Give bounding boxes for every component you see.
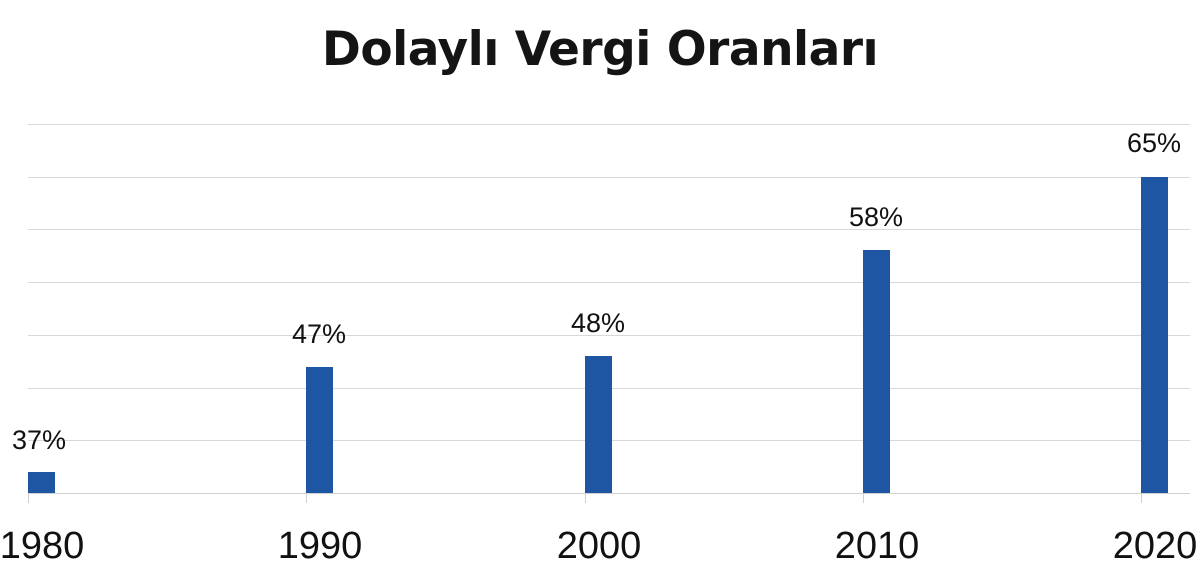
bar-2000 bbox=[585, 356, 612, 493]
gridline bbox=[28, 177, 1190, 178]
gridline bbox=[28, 335, 1190, 336]
value-label-1990: 47% bbox=[291, 319, 347, 349]
bar-1990 bbox=[306, 367, 333, 493]
value-label-1980: 37% bbox=[11, 425, 67, 455]
x-tick bbox=[585, 493, 586, 503]
x-label-1990: 1990 bbox=[277, 525, 363, 567]
x-tick bbox=[28, 493, 29, 503]
x-label-2000: 2000 bbox=[556, 525, 642, 567]
x-tick bbox=[306, 493, 307, 503]
plot-area bbox=[28, 124, 1190, 503]
x-tick bbox=[1141, 493, 1142, 503]
bar-2010 bbox=[863, 250, 890, 493]
x-axis-line bbox=[28, 493, 1190, 494]
value-label-2000: 48% bbox=[570, 308, 626, 338]
value-label-2020: 65% bbox=[1126, 128, 1182, 158]
gridline bbox=[28, 229, 1190, 230]
chart-title: Dolaylı Vergi Oranları bbox=[321, 22, 879, 77]
x-tick bbox=[863, 493, 864, 503]
bar-2020 bbox=[1141, 177, 1168, 493]
gridline bbox=[28, 282, 1190, 283]
bar-1980 bbox=[28, 472, 55, 493]
gridline bbox=[28, 124, 1190, 125]
x-label-2020: 2020 bbox=[1112, 525, 1198, 567]
value-label-2010: 58% bbox=[848, 202, 904, 232]
x-label-2010: 2010 bbox=[834, 525, 920, 567]
x-label-1980: 1980 bbox=[0, 525, 85, 567]
